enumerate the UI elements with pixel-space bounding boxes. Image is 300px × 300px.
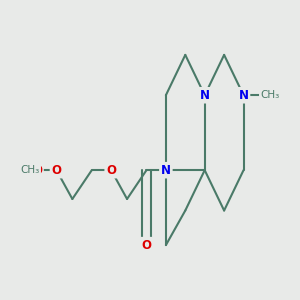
Text: N: N: [161, 164, 171, 177]
Text: O: O: [52, 164, 61, 177]
Text: O: O: [106, 164, 116, 177]
Text: N: N: [238, 89, 248, 102]
Text: CH₃: CH₃: [21, 165, 40, 175]
Text: CH₃: CH₃: [260, 90, 279, 100]
Text: N: N: [200, 89, 210, 102]
Text: O: O: [32, 164, 42, 177]
Text: O: O: [142, 238, 152, 252]
